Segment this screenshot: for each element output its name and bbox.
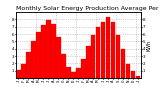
Bar [46, 20, 51, 78]
Bar [106, 17, 110, 78]
Bar [136, 76, 140, 78]
Bar [121, 49, 125, 78]
Text: Monthly Solar Energy Production Average Per Day (KWh): Monthly Solar Energy Production Average … [16, 6, 160, 11]
Bar [116, 35, 120, 78]
Bar [31, 41, 36, 78]
Bar [26, 52, 31, 78]
Bar [71, 72, 76, 78]
Bar [131, 71, 135, 78]
Bar [66, 67, 71, 78]
Bar [61, 54, 66, 78]
Bar [51, 24, 56, 78]
Bar [96, 27, 100, 78]
Bar [36, 32, 41, 78]
Bar [41, 25, 46, 78]
Bar [81, 59, 85, 78]
Bar [111, 22, 116, 78]
Y-axis label: KWh: KWh [147, 39, 152, 51]
Bar [86, 46, 91, 78]
Bar [76, 68, 80, 78]
Bar [126, 64, 130, 78]
Bar [91, 35, 96, 78]
Bar [21, 64, 26, 78]
Bar [101, 22, 105, 78]
Bar [56, 37, 60, 78]
Bar [16, 70, 21, 78]
